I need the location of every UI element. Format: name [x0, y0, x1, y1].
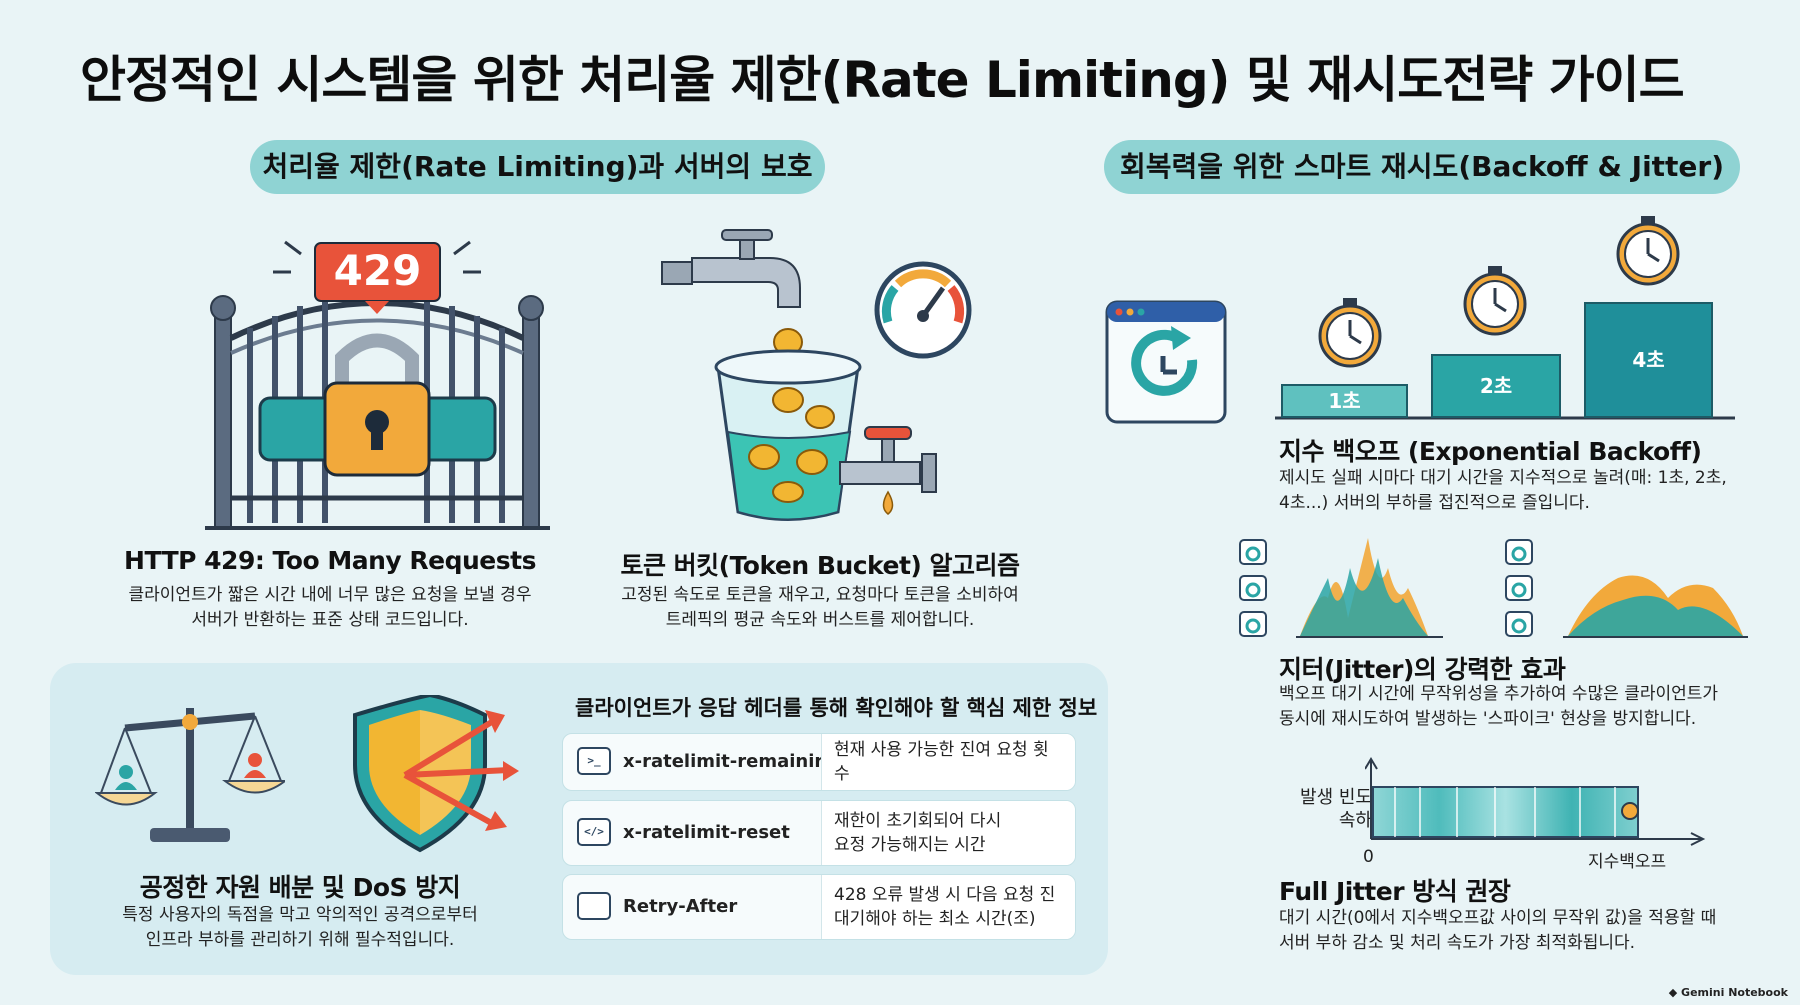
backoff-heading: 지수 백오프 (Exponential Backoff) — [1279, 437, 1702, 466]
fairness-heading: 공정한 자원 배분 및 DoS 방지 — [139, 873, 461, 902]
code-icon: </> — [577, 818, 611, 846]
jitter-heading: 지터(Jitter)의 강력한 효과 — [1279, 655, 1566, 684]
window-icon — [577, 892, 611, 920]
axis-end-label: 지수백오프 — [1588, 852, 1667, 872]
balance-scale-icon — [95, 708, 285, 842]
browser-retry-icon — [1105, 300, 1227, 424]
header-name: Retry-After — [623, 896, 738, 917]
section-pill-rate-limiting: 처리율 제한(Rate Limiting)과 서버의 보호 — [250, 140, 825, 194]
jitter-desc: 백오프 대기 시간에 무작위성을 추가하여 수많은 클라이언트가 동시에 재시도… — [1279, 684, 1719, 729]
terminal-icon: >_ — [577, 747, 611, 775]
backoff-step-1: 1초 — [1281, 384, 1408, 418]
backoff-desc: 제시도 실패 시마다 대기 시간을 지수적으로 놀려(매: 1초, 2초, 4초… — [1279, 468, 1727, 513]
jitter-comparison-icon — [1239, 538, 1748, 638]
backoff-step-3: 4초 — [1584, 302, 1713, 418]
full-jitter-heading: Full Jitter 방식 권장 — [1279, 877, 1511, 906]
full-jitter-desc: 대기 시간(0에서 지수백오프값 사이의 무작위 값)을 적용할 때 서버 부하… — [1279, 908, 1717, 953]
token-bucket-desc: 고정된 속도로 토큰을 재우고, 요청마다 토큰을 소비하여 트레픽의 평균 속… — [621, 585, 1019, 630]
fairness-desc: 특정 사용자의 독점을 막고 악의적인 공격으로부터 인프라 부하를 관리하기 … — [122, 905, 478, 950]
status-code-badge: 429 — [333, 246, 422, 295]
page-title: 안정적인 시스템을 위한 처리율 제한(Rate Limiting) 및 재시도… — [80, 51, 1685, 109]
backoff-stopwatches — [1275, 216, 1735, 420]
stopwatch-icon — [1318, 298, 1382, 368]
header-value: 재한이 초기회되어 다시 요정 가능해지는 시간 — [821, 801, 1075, 865]
axis-start-label: 0 — [1363, 847, 1374, 867]
gemini-icon: ◆ — [1668, 986, 1682, 999]
token-bucket-icon — [661, 229, 972, 521]
headers-title: 클라이언트가 응답 헤더를 통해 확인해야 할 핵심 제한 정보 — [575, 696, 1098, 720]
header-name: x-ratelimit-reset — [623, 822, 790, 843]
distribution-ylabel: 발생 빈도 속하 — [1300, 787, 1372, 831]
backoff-step-2: 2초 — [1431, 354, 1561, 418]
header-row-retry-after: Retry-After 428 오류 발생 시 다음 요청 진 대기해야 하는 … — [562, 874, 1076, 940]
token-bucket-heading: 토큰 버킷(Token Bucket) 알고리즘 — [620, 551, 1020, 580]
shield-icon — [353, 695, 519, 853]
http429-heading: HTTP 429: Too Many Requests — [124, 546, 536, 575]
footer-label: Gemini Notebook — [1681, 986, 1788, 999]
header-name: x-ratelimit-remaining — [623, 751, 841, 772]
header-row-reset: </> x-ratelimit-reset 재한이 초기회되어 다시 요정 가능… — [562, 800, 1076, 866]
header-row-remaining: >_ x-ratelimit-remaining 현재 사용 가능한 진여 요청… — [562, 733, 1076, 791]
header-value: 428 오류 발생 시 다음 요청 진 대기해야 하는 최소 시간(조) — [821, 875, 1075, 939]
full-jitter-distribution — [1365, 757, 1706, 846]
footer-brand: ◆ Gemini Notebook — [1669, 986, 1788, 999]
header-value: 현재 사용 가능한 진여 요청 횟수 — [821, 734, 1075, 790]
http429-desc: 클라이언트가 짧은 시간 내에 너무 많은 요청을 보낼 경우 서버가 반환하는… — [128, 585, 532, 630]
section-pill-backoff: 회복력을 위한 스마트 재시도(Backoff & Jitter) — [1104, 140, 1740, 194]
locked-gate-icon — [205, 240, 550, 530]
